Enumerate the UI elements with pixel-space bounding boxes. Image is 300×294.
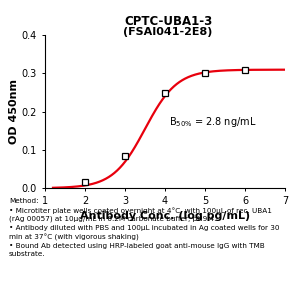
- Text: CPTC-UBA1-3: CPTC-UBA1-3: [124, 15, 212, 28]
- Text: B$_{50\%}$ = 2.8 ng/mL: B$_{50\%}$ = 2.8 ng/mL: [169, 115, 256, 129]
- X-axis label: Antibody Conc. (log pg/mL): Antibody Conc. (log pg/mL): [80, 211, 250, 221]
- Text: (FSAI041-2E8): (FSAI041-2E8): [123, 27, 213, 37]
- Y-axis label: OD 450nm: OD 450nm: [8, 79, 19, 144]
- Text: Method:
• Microtiter plate wells coated overnight at 4°C  with 100μL of rec. UBA: Method: • Microtiter plate wells coated …: [9, 198, 280, 257]
